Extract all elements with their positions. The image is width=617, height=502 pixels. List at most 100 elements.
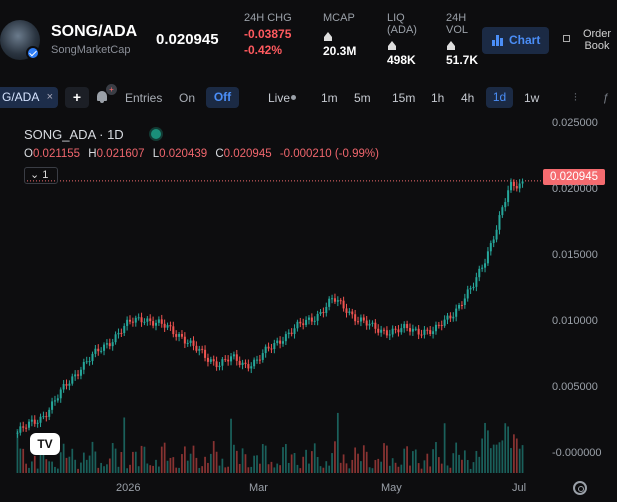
candle-body [504, 202, 507, 208]
volume-bar [296, 464, 299, 473]
candle-body [250, 366, 253, 369]
indicator-icon[interactable]: ƒ [603, 92, 610, 104]
candle-body [322, 312, 325, 314]
volume-bar [172, 457, 175, 473]
volume-bar [204, 456, 206, 473]
volume-bar [169, 457, 172, 473]
bar-chart-icon [492, 35, 504, 46]
volume-bar [489, 448, 492, 473]
volume-bar [215, 451, 218, 473]
volume-bar [85, 459, 88, 473]
candle-body [518, 183, 521, 189]
candle-body [172, 326, 175, 335]
price-chart[interactable]: SONG_ADA · 1D O0.021155 H0.021607 L0.020… [0, 113, 617, 502]
candle-body [53, 400, 56, 402]
volume-bar [149, 465, 152, 473]
volume-bar [487, 430, 489, 473]
collapse-indicators-button[interactable]: ⌄ 1 [24, 167, 58, 184]
entries-on-toggle[interactable]: On [179, 91, 196, 105]
candlestick-plot[interactable] [0, 113, 617, 502]
volume-bar [195, 457, 198, 473]
stat-value-abs: -0.03875 [244, 27, 292, 41]
candle-body [481, 267, 484, 269]
entries-off-toggle[interactable]: Off [206, 87, 239, 108]
timeframe-1h[interactable]: 1h [431, 91, 445, 105]
candle-body [501, 207, 504, 216]
volume-bar [383, 443, 385, 473]
volume-bar [328, 465, 331, 473]
volume-bar [319, 466, 322, 473]
candle-body [362, 317, 365, 321]
candle-body [336, 300, 339, 302]
volume-bar [521, 445, 524, 473]
volume-bar [282, 447, 284, 473]
volume-bar [181, 454, 183, 473]
volume-bar [82, 452, 85, 473]
candle-body [348, 311, 351, 313]
bell-icon[interactable] [96, 90, 108, 103]
volume-bar [77, 468, 79, 473]
candle-body [319, 312, 322, 314]
chart-button[interactable]: Chart [482, 27, 549, 54]
volume-bar [293, 452, 296, 473]
candle-body [178, 334, 181, 337]
volume-bar [273, 467, 276, 473]
volume-bar [253, 455, 255, 473]
volume-bar [126, 468, 128, 473]
timeframe-15m[interactable]: 15m [392, 91, 416, 105]
volume-bar [71, 448, 74, 473]
last-price-tag: 0.020945 [543, 169, 605, 185]
candle-body [27, 421, 30, 428]
volume-bar [513, 434, 515, 473]
volume-bar [224, 467, 227, 473]
volume-bar [134, 451, 137, 473]
volume-bar [276, 463, 279, 473]
stat-label: LIQ (ADA) [387, 12, 417, 36]
pair-tab[interactable]: G/ADA × [0, 87, 58, 108]
candle-body [365, 320, 368, 326]
candle-body [42, 416, 45, 418]
candle-body [279, 340, 282, 344]
volume-bar [334, 441, 336, 473]
candle-body [510, 181, 513, 191]
volume-bar [22, 448, 25, 473]
candle-body [449, 315, 452, 319]
entries-label: Entries [125, 91, 163, 105]
candle-type-icon[interactable]: ⫶ [574, 92, 577, 104]
volume-bar [472, 462, 475, 473]
volume-bar [259, 463, 261, 473]
bank-icon [446, 41, 455, 50]
candle-body [30, 419, 33, 422]
add-tab-button[interactable]: + [65, 87, 89, 108]
volume-bar [397, 466, 400, 473]
volume-bar [368, 467, 371, 473]
candle-body [163, 323, 166, 328]
candle-body [169, 325, 172, 327]
candle-body [256, 359, 259, 361]
live-toggle[interactable]: Live [268, 91, 291, 105]
candle-body [105, 343, 108, 345]
gear-icon[interactable] [573, 481, 587, 495]
volume-bar [230, 418, 232, 473]
candle-body [495, 229, 498, 240]
candle-body [302, 323, 305, 325]
timeframe-1d[interactable]: 1d [486, 87, 513, 108]
candle-body [270, 348, 273, 350]
close-icon[interactable]: × [46, 91, 53, 103]
stat-volume: 24H VOL 51.7K [446, 12, 482, 67]
volume-bar [388, 465, 391, 473]
candle-body [68, 383, 71, 386]
candle-body [484, 263, 487, 268]
candle-body [466, 289, 469, 299]
timeframe-1w[interactable]: 1w [524, 91, 540, 105]
timeframe-1m[interactable]: 1m [321, 91, 338, 105]
volume-bar [45, 459, 48, 473]
candle-body [521, 181, 524, 184]
volume-bar [192, 445, 195, 473]
timeframe-4h[interactable]: 4h [461, 91, 475, 105]
close-label: C [215, 148, 224, 160]
volume-bar [39, 447, 42, 473]
timeframe-5m[interactable]: 5m [354, 91, 371, 105]
order-book-icon [563, 35, 570, 42]
x-tick-label: May [381, 482, 402, 494]
